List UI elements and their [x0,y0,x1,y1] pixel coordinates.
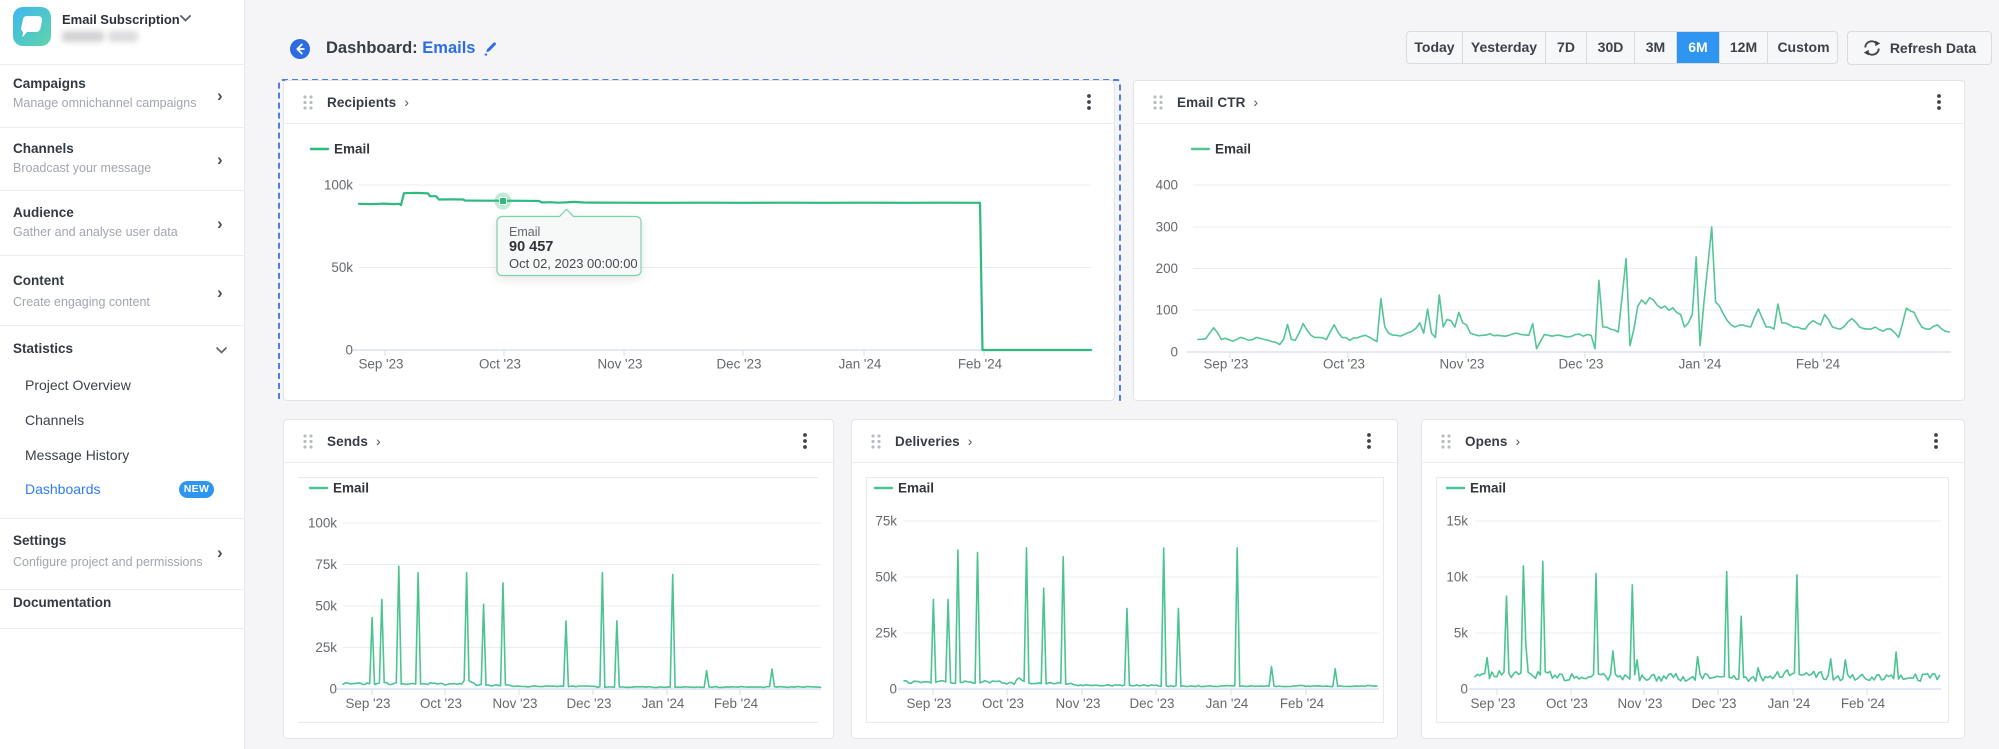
svg-text:200: 200 [1156,261,1178,276]
svg-text:100k: 100k [324,178,353,193]
svg-text:Feb '24: Feb '24 [1280,696,1325,711]
svg-text:Feb '24: Feb '24 [958,357,1003,372]
svg-text:Oct '23: Oct '23 [982,696,1024,711]
svg-text:Jan '24: Jan '24 [1768,696,1811,711]
svg-text:75k: 75k [875,514,897,529]
svg-text:0: 0 [1171,345,1178,360]
svg-text:Dec '23: Dec '23 [1130,696,1175,711]
svg-text:0: 0 [1461,682,1468,697]
svg-text:Nov '23: Nov '23 [493,696,538,711]
svg-text:Feb '24: Feb '24 [1796,357,1841,372]
svg-text:Email: Email [898,481,934,496]
svg-text:50k: 50k [875,570,897,585]
svg-text:15k: 15k [1446,514,1468,529]
svg-text:100k: 100k [308,516,337,531]
svg-text:Oct '23: Oct '23 [479,357,521,372]
svg-text:100: 100 [1156,303,1178,318]
svg-text:Feb '24: Feb '24 [1841,696,1886,711]
svg-text:Sep '23: Sep '23 [346,696,391,711]
svg-text:0: 0 [330,682,337,697]
svg-text:Nov '23: Nov '23 [1440,357,1485,372]
svg-text:Sep '23: Sep '23 [1471,696,1516,711]
svg-text:10k: 10k [1446,570,1468,585]
svg-text:0: 0 [890,682,897,697]
svg-text:Jan '24: Jan '24 [642,696,685,711]
svg-text:Email: Email [334,142,370,157]
svg-text:Jan '24: Jan '24 [839,357,882,372]
svg-text:Email: Email [1215,142,1251,157]
svg-text:75k: 75k [315,557,337,572]
svg-text:Nov '23: Nov '23 [1056,696,1101,711]
svg-text:25k: 25k [875,626,897,641]
svg-text:Oct '23: Oct '23 [420,696,462,711]
svg-text:Dec '23: Dec '23 [567,696,612,711]
svg-text:Sep '23: Sep '23 [1204,357,1249,372]
svg-text:Oct '23: Oct '23 [1546,696,1588,711]
svg-text:Jan '24: Jan '24 [1679,357,1722,372]
svg-text:Sep '23: Sep '23 [907,696,952,711]
svg-text:50k: 50k [331,260,353,275]
svg-text:Dec '23: Dec '23 [717,357,762,372]
svg-text:Dec '23: Dec '23 [1559,357,1604,372]
svg-text:5k: 5k [1454,626,1468,641]
svg-text:Oct '23: Oct '23 [1323,357,1365,372]
svg-text:300: 300 [1156,220,1178,235]
svg-text:Feb '24: Feb '24 [714,696,759,711]
svg-text:Nov '23: Nov '23 [1618,696,1663,711]
svg-text:50k: 50k [315,599,337,614]
svg-text:Dec '23: Dec '23 [1692,696,1737,711]
svg-text:0: 0 [346,343,353,358]
svg-text:Sep '23: Sep '23 [359,357,404,372]
svg-text:Nov '23: Nov '23 [598,357,643,372]
svg-text:Email: Email [333,481,369,496]
svg-text:400: 400 [1156,178,1178,193]
svg-text:Email: Email [1470,481,1506,496]
svg-text:25k: 25k [315,640,337,655]
svg-text:Jan '24: Jan '24 [1206,696,1249,711]
